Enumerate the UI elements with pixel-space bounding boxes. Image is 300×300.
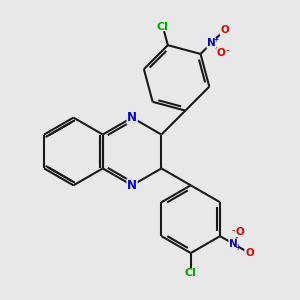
Text: -: - xyxy=(232,225,235,235)
Text: N: N xyxy=(127,111,137,124)
Text: N: N xyxy=(127,179,137,192)
Text: O: O xyxy=(220,25,229,35)
Text: O: O xyxy=(245,248,254,258)
Text: Cl: Cl xyxy=(185,268,197,278)
Text: -: - xyxy=(226,45,229,55)
Text: +: + xyxy=(212,35,218,44)
Text: N: N xyxy=(229,239,238,249)
Text: O: O xyxy=(236,227,244,237)
Text: N: N xyxy=(207,38,216,48)
Text: O: O xyxy=(217,48,226,58)
Text: Cl: Cl xyxy=(157,22,169,32)
Text: +: + xyxy=(234,243,240,252)
